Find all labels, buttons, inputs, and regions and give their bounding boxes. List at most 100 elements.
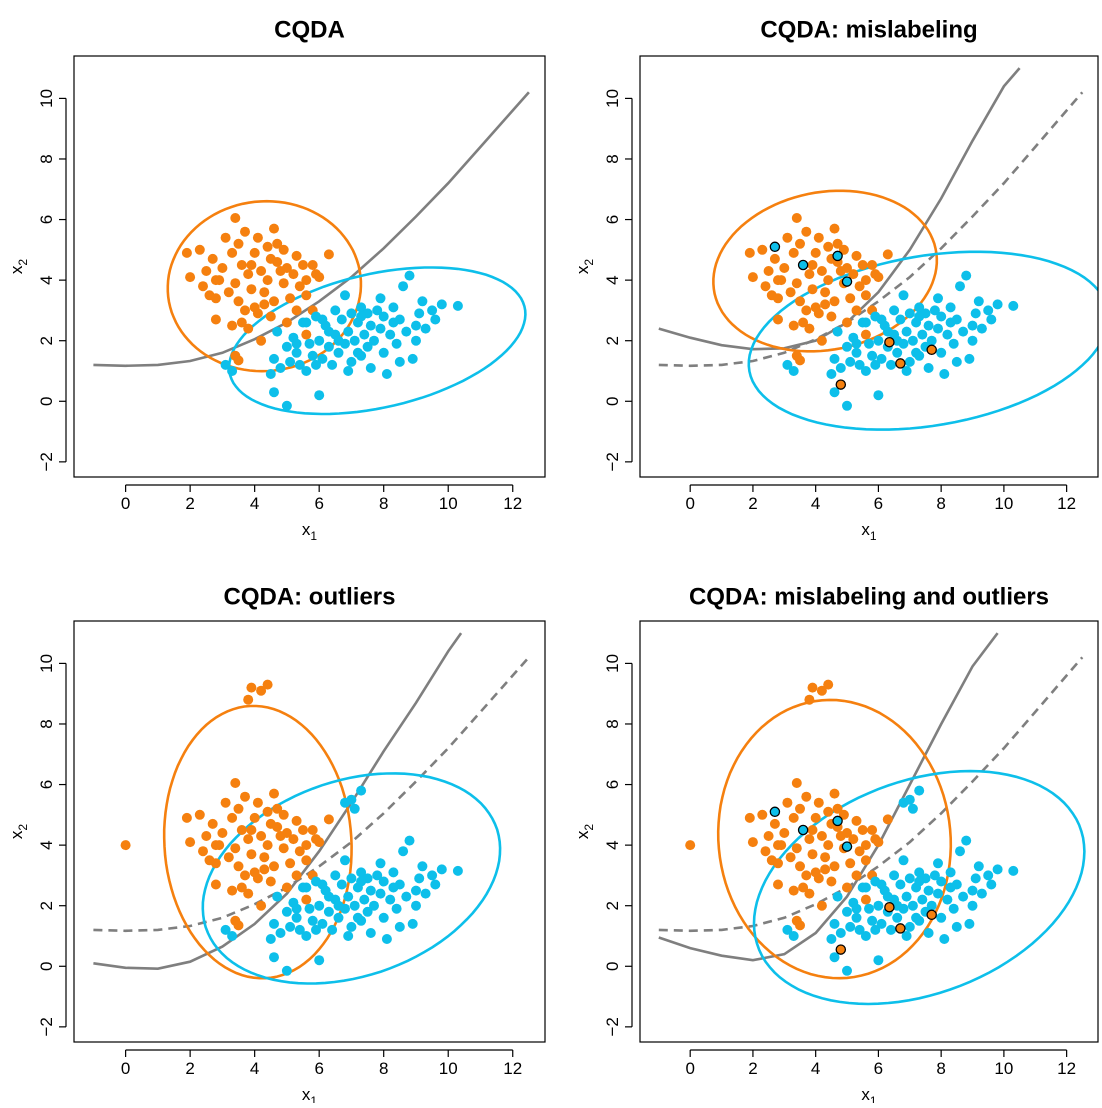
cyan-point — [349, 900, 360, 911]
mislabeled-point — [895, 923, 906, 934]
orange-point — [252, 308, 263, 319]
cyan-point — [311, 924, 321, 935]
cyan-point — [314, 390, 325, 401]
orange-point — [288, 269, 299, 280]
mislabeled-point — [841, 841, 853, 852]
x-axis-label: x1 — [302, 1085, 318, 1103]
orange-point — [842, 317, 852, 328]
cyan-point — [842, 906, 852, 917]
cyan-point — [291, 338, 302, 349]
orange-point — [816, 900, 827, 911]
orange-point — [820, 864, 831, 875]
cyan-outlier-point — [914, 785, 925, 796]
orange-point — [823, 275, 834, 286]
cyan-point — [788, 366, 799, 376]
cyan-point — [892, 335, 903, 346]
cyan-point — [414, 873, 425, 884]
panel-title: CQDA: mislabeling — [760, 16, 977, 43]
mislabeled-point — [926, 344, 937, 356]
orange-point — [791, 843, 802, 854]
orange-point — [804, 269, 815, 280]
cyan-point — [304, 338, 315, 349]
cyan-point — [275, 363, 286, 373]
orange-point — [867, 825, 878, 835]
cyan-point — [933, 888, 943, 899]
orange-point — [301, 840, 312, 851]
orange-point — [798, 317, 809, 328]
cyan-point — [970, 308, 981, 319]
x-tick-label: 6 — [314, 1059, 323, 1078]
cyan-point — [917, 329, 928, 340]
y-tick-label: 6 — [37, 215, 56, 224]
x-tick-label: 0 — [685, 494, 694, 513]
cyan-point — [343, 326, 354, 337]
orange-point — [323, 814, 334, 825]
cyan-point — [327, 924, 338, 935]
boundary-curve — [658, 67, 1021, 351]
cyan-point — [375, 323, 386, 334]
orange-point — [773, 858, 783, 869]
cyan-point — [375, 293, 386, 304]
orange-point — [233, 803, 244, 814]
cyan-point — [346, 921, 357, 932]
orange-point — [259, 864, 270, 875]
cyan-point — [365, 320, 376, 331]
cyan-point — [842, 965, 852, 976]
orange-point — [233, 920, 244, 931]
orange-outlier-point — [246, 682, 257, 693]
orange-point — [301, 855, 312, 866]
mislabeled-point — [832, 815, 843, 827]
plot-area — [93, 632, 530, 985]
cyan-point — [385, 894, 396, 905]
cyan-point — [967, 900, 978, 911]
cyan-point — [407, 353, 418, 364]
y-tick-label: 0 — [37, 962, 56, 971]
orange-point — [763, 831, 774, 841]
cyan-point — [381, 934, 392, 944]
orange-tolerance-ellipse — [716, 698, 953, 980]
cyan-point — [832, 891, 843, 902]
orange-point — [829, 223, 840, 234]
orange-point — [265, 311, 276, 322]
cyan-point — [945, 882, 956, 893]
cyan-point — [851, 347, 862, 358]
x-tick-label: 2 — [748, 494, 757, 513]
cyan-point — [907, 900, 918, 911]
orange-outlier-point — [804, 694, 815, 705]
cyan-point — [388, 317, 399, 328]
cyan-point — [876, 879, 887, 890]
orange-point — [820, 852, 831, 863]
panel-1: CQDA 0 2 4 6 8 10 12 x1 −2 0 2 4 6 8 10 x2 — [7, 16, 546, 543]
cyan-point — [964, 918, 975, 929]
cyan-point — [294, 359, 305, 370]
orange-point — [207, 818, 218, 829]
orange-point — [882, 249, 893, 260]
cyan-point — [1008, 865, 1019, 876]
cyan-outlier-point — [349, 803, 360, 814]
x-tick-label: 8 — [379, 494, 388, 513]
y-tick-label: 2 — [603, 901, 622, 910]
cyan-point — [430, 314, 441, 325]
orange-point — [791, 778, 802, 788]
cyan-point — [986, 314, 997, 325]
cyan-point — [394, 356, 405, 367]
cyan-point — [854, 924, 865, 935]
orange-point — [278, 278, 289, 289]
orange-point — [813, 797, 824, 808]
y-tick-label: 6 — [603, 780, 622, 789]
cyan-point — [336, 879, 347, 890]
orange-point — [230, 213, 241, 223]
orange-point — [801, 870, 812, 881]
orange-point — [823, 840, 834, 851]
cyan-point — [870, 359, 881, 370]
cyan-point — [356, 867, 367, 878]
cyan-point — [269, 353, 279, 364]
orange-point — [240, 305, 250, 316]
orange-point — [269, 223, 279, 234]
x-tick-label: 12 — [503, 494, 522, 513]
cyan-point — [788, 931, 799, 941]
cyan-point — [835, 928, 846, 938]
orange-point — [252, 797, 263, 808]
orange-point — [233, 296, 244, 307]
